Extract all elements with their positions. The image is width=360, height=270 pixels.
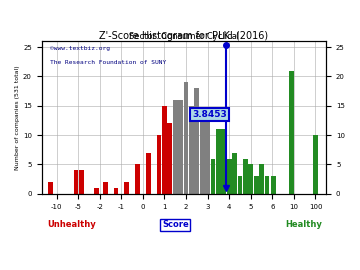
Bar (313, 135, 318, 194)
Bar (248, 164, 253, 194)
Bar (205, 112, 210, 194)
Text: ©www.textbiz.org: ©www.textbiz.org (50, 46, 110, 51)
Bar (184, 82, 188, 194)
Bar (265, 176, 269, 194)
Bar (80, 170, 84, 194)
Bar (173, 100, 177, 194)
Bar (259, 164, 264, 194)
Bar (194, 88, 199, 194)
Bar (232, 153, 237, 194)
Bar (178, 100, 183, 194)
Bar (94, 188, 99, 194)
Bar (243, 158, 248, 194)
Text: The Research Foundation of SUNY: The Research Foundation of SUNY (50, 59, 166, 65)
Bar (200, 112, 204, 194)
Bar (113, 188, 118, 194)
Bar (103, 182, 108, 194)
Bar (211, 158, 215, 194)
Title: Z'-Score Histogram for PLKI (2016): Z'-Score Histogram for PLKI (2016) (99, 31, 269, 41)
Y-axis label: Number of companies (531 total): Number of companies (531 total) (15, 65, 20, 170)
Bar (74, 170, 78, 194)
Bar (289, 70, 294, 194)
Text: Score: Score (162, 220, 189, 229)
Bar (271, 176, 276, 194)
Bar (124, 182, 129, 194)
Bar (238, 176, 242, 194)
Bar (146, 153, 151, 194)
Bar (254, 176, 258, 194)
Bar (162, 106, 167, 194)
Bar (135, 164, 140, 194)
Bar (157, 135, 161, 194)
Bar (227, 158, 231, 194)
Text: 3.8453: 3.8453 (192, 110, 227, 119)
Bar (189, 106, 194, 194)
Bar (48, 182, 53, 194)
Bar (221, 129, 226, 194)
Bar (167, 123, 172, 194)
Text: Unhealthy: Unhealthy (47, 220, 96, 229)
Bar (216, 129, 221, 194)
Text: Healthy: Healthy (285, 220, 322, 229)
Text: Sector: Consumer Cyclical: Sector: Consumer Cyclical (129, 32, 239, 41)
